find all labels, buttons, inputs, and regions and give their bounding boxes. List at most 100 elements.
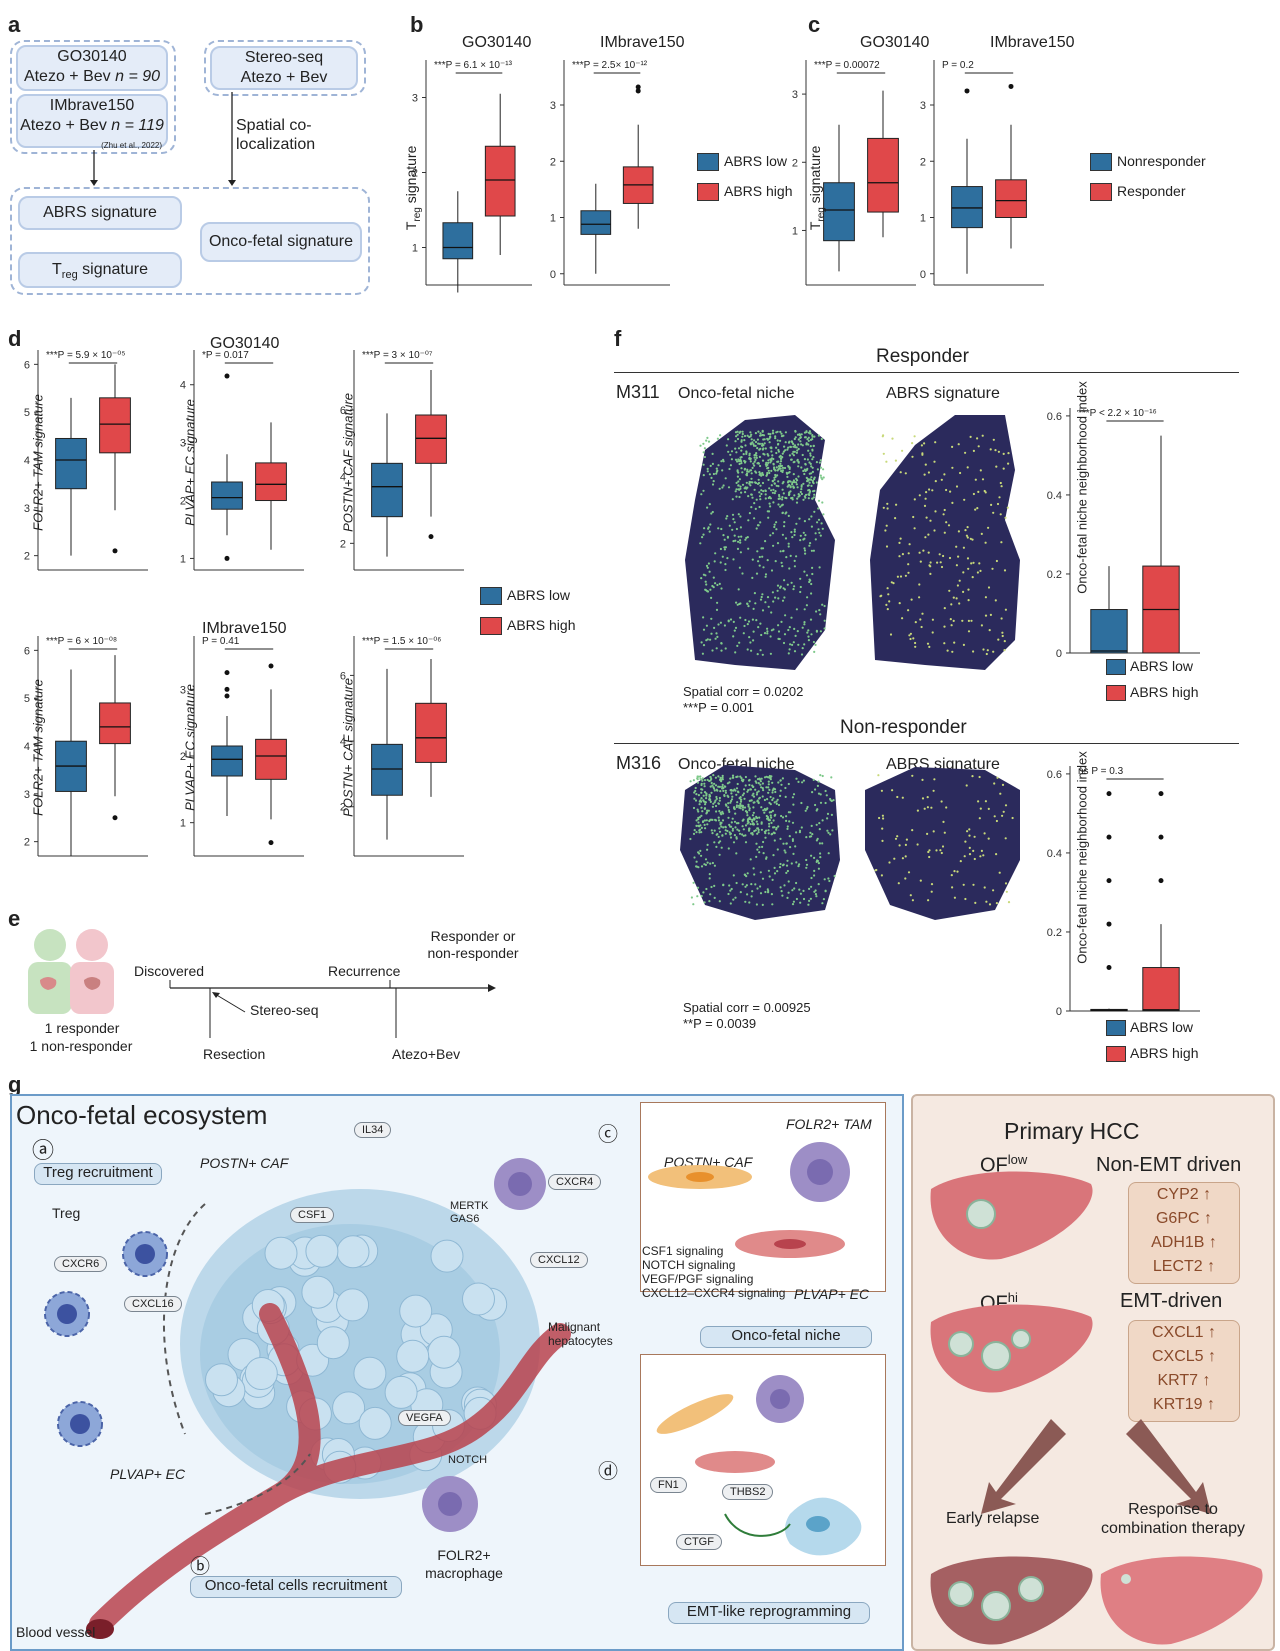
spatial-spot bbox=[781, 452, 784, 455]
spatial-spot bbox=[779, 794, 782, 797]
spatial-spot bbox=[734, 490, 737, 493]
b1-p-annotation: ***P = 6.1 × 10⁻¹³ bbox=[434, 60, 513, 71]
spatial-spot bbox=[764, 575, 767, 578]
spatial-spot bbox=[718, 853, 721, 856]
spatial-spot bbox=[758, 495, 762, 498]
spatial-spot bbox=[817, 867, 820, 870]
spatial-spot bbox=[949, 618, 952, 621]
spatial-spot bbox=[715, 632, 718, 635]
spatial-spot bbox=[719, 547, 722, 551]
spatial-spot bbox=[752, 811, 755, 814]
spatial-spot bbox=[762, 490, 765, 493]
spatial-spot bbox=[760, 777, 763, 780]
spatial-spot bbox=[910, 598, 913, 601]
spatial-spot bbox=[781, 511, 784, 515]
spatial-spot bbox=[751, 794, 754, 797]
spatial-spot bbox=[998, 496, 1001, 499]
spatial-spot bbox=[741, 833, 744, 836]
d3-ytick-label: 4 bbox=[340, 472, 346, 484]
spatial-spot bbox=[911, 442, 914, 445]
spatial-spot bbox=[904, 574, 907, 577]
treg-cell-label: Treg bbox=[52, 1205, 81, 1221]
d4-ytick-label: 3 bbox=[24, 789, 30, 801]
spatial-spot bbox=[912, 637, 915, 640]
spatial-spot bbox=[760, 806, 763, 809]
spatial-spot bbox=[704, 863, 707, 866]
spatial-spot bbox=[720, 527, 723, 531]
panel-label-a: a bbox=[8, 12, 21, 37]
spatial-spot bbox=[783, 521, 786, 524]
spatial-spot bbox=[769, 803, 772, 806]
spatial-spot bbox=[898, 541, 901, 544]
spatial-spot bbox=[765, 856, 768, 859]
spatial-spot bbox=[732, 620, 735, 623]
spatial-spot bbox=[815, 860, 818, 863]
d5-box-0 bbox=[211, 745, 243, 777]
spatial-spot bbox=[731, 528, 734, 531]
spatial-spot bbox=[697, 851, 700, 854]
spatial-spot bbox=[832, 799, 835, 802]
imbrave150-title: IMbrave150 bbox=[49, 97, 135, 114]
spatial-spot bbox=[943, 642, 946, 645]
spatial-spot bbox=[727, 620, 730, 623]
spatial-spot bbox=[757, 442, 760, 445]
c-legend-nonresponder: Nonresponder bbox=[1117, 153, 1206, 169]
spatial-spot bbox=[764, 573, 768, 576]
spatial-spot bbox=[750, 649, 753, 652]
c1-p-annotation: ***P = 0.00072 bbox=[814, 60, 880, 71]
spatial-spot bbox=[748, 636, 751, 639]
d-legend-low-swatch bbox=[480, 587, 502, 605]
d1-ytick-label: 5 bbox=[24, 407, 30, 419]
spatial-spot bbox=[807, 478, 810, 481]
spatial-spot bbox=[779, 467, 782, 470]
spatial-spot bbox=[717, 819, 721, 822]
spatial-spot bbox=[758, 442, 761, 445]
spatial-spot bbox=[904, 843, 907, 846]
spatial-spot bbox=[964, 840, 967, 843]
spatial-spot bbox=[799, 585, 802, 589]
spatial-spot bbox=[913, 527, 916, 530]
spatial-spot bbox=[793, 627, 796, 630]
oflow-text: OF bbox=[980, 1154, 1008, 1177]
arrow-early-relapse bbox=[981, 1419, 1066, 1514]
spatial-spot bbox=[739, 891, 742, 894]
spatial-spot bbox=[928, 488, 931, 491]
spatial-spot bbox=[810, 525, 813, 528]
spatial-spot bbox=[796, 630, 799, 633]
spatial-spot bbox=[914, 621, 917, 624]
spatial-spot bbox=[924, 497, 927, 500]
spatial-spot bbox=[774, 560, 777, 563]
spatial-spot bbox=[730, 450, 734, 453]
f1-ytick-label: 0.6 bbox=[1047, 411, 1062, 423]
spatial-spot bbox=[787, 441, 791, 444]
spatial-spot bbox=[887, 593, 890, 596]
spatial-spot bbox=[750, 469, 753, 472]
spatial-spot bbox=[705, 624, 708, 627]
spatial-spot bbox=[759, 783, 762, 786]
spatial-spot bbox=[767, 829, 770, 832]
spatial-spot bbox=[793, 494, 796, 497]
spatial-spot bbox=[729, 836, 733, 839]
spatial-spot bbox=[789, 643, 792, 646]
spatial-spot bbox=[757, 801, 760, 805]
spatial-spot bbox=[976, 507, 979, 510]
spatial-spot bbox=[885, 545, 889, 548]
spatial-spot bbox=[746, 818, 750, 821]
fn1-label: FN1 bbox=[650, 1477, 687, 1493]
f1-legend-low: ABRS low bbox=[1130, 658, 1194, 674]
spatial-spot bbox=[759, 871, 762, 874]
spatial-spot bbox=[770, 489, 773, 492]
spatial-spot bbox=[755, 855, 758, 858]
spatial-spot bbox=[769, 635, 772, 638]
spatial-spot bbox=[745, 481, 748, 484]
spatial-spot bbox=[793, 437, 796, 441]
spatial-spot bbox=[777, 442, 780, 446]
spatial-spot bbox=[788, 454, 791, 457]
d4-ytick-label: 2 bbox=[24, 837, 30, 849]
spatial-spot bbox=[897, 882, 900, 885]
spatial-spot bbox=[798, 888, 801, 891]
spatial-spot bbox=[773, 839, 776, 842]
spatial-spot bbox=[813, 869, 816, 872]
spatial-spot bbox=[962, 883, 965, 886]
spatial-spot bbox=[774, 469, 777, 472]
